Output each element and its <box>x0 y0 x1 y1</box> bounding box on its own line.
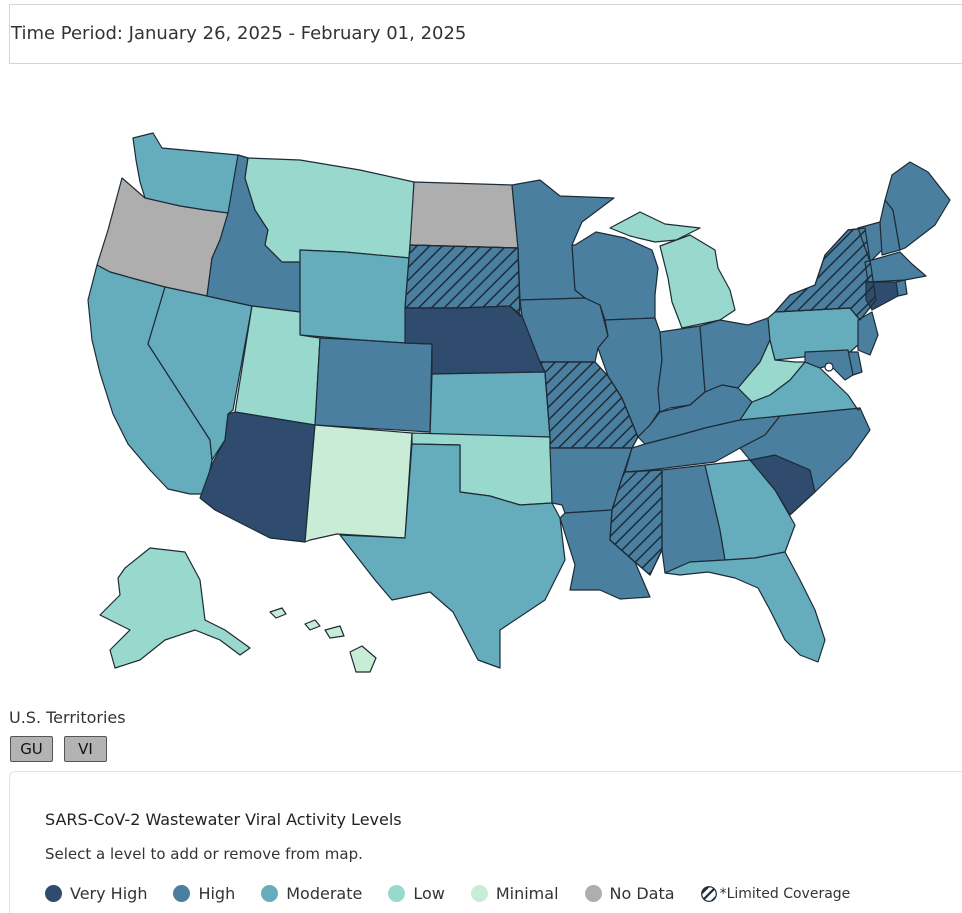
minimal-dot-icon <box>470 885 488 902</box>
legend-label-no-data: No Data <box>609 884 675 903</box>
state-hi[interactable] <box>269 607 377 673</box>
low-dot-icon <box>388 885 406 902</box>
legend-label-very-high: Very High <box>70 884 148 903</box>
state-me[interactable] <box>884 161 951 251</box>
legend-subtitle: Select a level to add or remove from map… <box>45 845 363 863</box>
state-tx[interactable] <box>339 443 566 669</box>
legend-item-minimal[interactable]: Minimal <box>470 884 559 903</box>
state-fl[interactable] <box>664 551 826 663</box>
legend-items: Very High High Moderate Low Minimal No D… <box>45 884 850 903</box>
state-ny[interactable] <box>774 227 877 321</box>
state-nd[interactable] <box>409 181 519 249</box>
legend-title: SARS-CoV-2 Wastewater Viral Activity Lev… <box>45 810 402 829</box>
legend-panel: SARS-CoV-2 Wastewater Viral Activity Lev… <box>9 771 962 913</box>
state-wv[interactable] <box>737 339 806 403</box>
legend-item-high[interactable]: High <box>173 884 235 903</box>
legend-label-limited-coverage: *Limited Coverage <box>719 885 851 902</box>
legend-item-moderate[interactable]: Moderate <box>261 884 362 903</box>
state-mi[interactable] <box>609 211 736 329</box>
state-nj[interactable] <box>857 311 879 356</box>
state-wy[interactable] <box>299 249 411 344</box>
limited-coverage-hatch-icon <box>700 885 717 902</box>
high-dot-icon <box>173 885 191 902</box>
legend-label-low: Low <box>413 884 445 903</box>
territories-label: U.S. Territories <box>9 708 126 727</box>
legend-item-no-data[interactable]: No Data <box>584 884 675 903</box>
legend-item-very-high[interactable]: Very High <box>45 884 147 903</box>
state-ak[interactable] <box>99 547 251 669</box>
legend-label-minimal: Minimal <box>495 884 559 903</box>
us-map <box>0 120 962 690</box>
state-ks[interactable] <box>429 371 551 438</box>
state-sd[interactable] <box>404 244 521 317</box>
time-period-text: Time Period: January 26, 2025 - February… <box>11 23 467 44</box>
state-mt[interactable] <box>244 157 415 263</box>
state-ca[interactable] <box>87 264 213 495</box>
time-period-box: Time Period: January 26, 2025 - February… <box>9 4 962 64</box>
state-nm[interactable] <box>304 424 413 543</box>
legend-label-high: High <box>198 884 236 903</box>
territory-vi-button[interactable]: VI <box>64 736 107 762</box>
legend-label-moderate: Moderate <box>286 884 363 903</box>
legend-item-limited-coverage[interactable]: *Limited Coverage <box>700 885 851 902</box>
very-high-dot-icon <box>45 885 62 902</box>
state-ct[interactable] <box>865 281 899 311</box>
territory-gu-button[interactable]: GU <box>10 736 53 762</box>
moderate-dot-icon <box>261 885 279 902</box>
state-co[interactable] <box>314 337 433 433</box>
no-data-dot-icon <box>584 885 602 902</box>
legend-item-low[interactable]: Low <box>388 884 445 903</box>
state-dc[interactable] <box>824 362 834 372</box>
state-nc[interactable] <box>739 407 871 493</box>
